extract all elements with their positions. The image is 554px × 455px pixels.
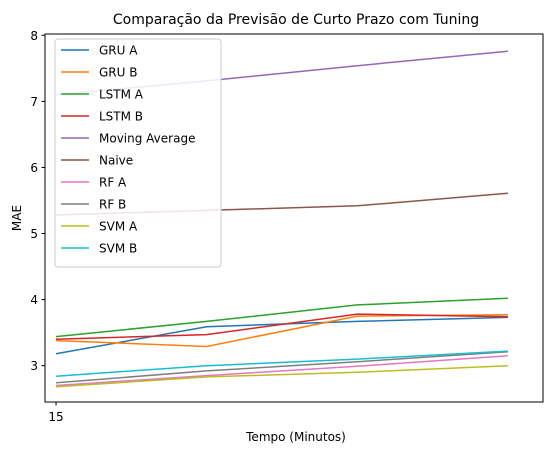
- y-tick-label: 4: [30, 293, 38, 307]
- series-line-6: [55, 355, 508, 387]
- series-line-3: [55, 313, 508, 340]
- x-tick-label: 15: [48, 410, 63, 424]
- series-line-0: [55, 316, 508, 355]
- legend-item-label: LSTM A: [99, 88, 144, 102]
- x-axis: 15: [48, 402, 64, 424]
- legend-item-label: GRU A: [99, 44, 138, 58]
- y-tick-label: 5: [30, 227, 38, 241]
- legend-item-label: Moving Average: [99, 132, 195, 146]
- legend-item-label: Naive: [99, 154, 133, 168]
- y-tick-label: 3: [30, 359, 38, 373]
- legend-item-label: GRU B: [99, 66, 137, 80]
- y-axis: 3 4 5 6 7 8: [30, 29, 45, 373]
- x-axis-label: Tempo (Minutos): [245, 430, 346, 444]
- series-line-8: [55, 364, 508, 388]
- legend-item-label: LSTM B: [99, 110, 143, 124]
- legend-item-label: RF A: [99, 176, 127, 190]
- y-tick-label: 6: [30, 161, 38, 175]
- series-line-2: [55, 297, 508, 338]
- axes-frame: [44, 33, 544, 403]
- legend-item-label: SVM A: [99, 220, 138, 234]
- y-axis-label: MAE: [10, 205, 24, 231]
- y-tick-label: 8: [30, 29, 38, 43]
- y-tick-label: 7: [30, 95, 38, 109]
- legend-item-label: RF B: [99, 198, 126, 212]
- legend: GRU A GRU B LSTM A LSTM B Moving Average Naiv…: [54, 38, 222, 268]
- series-line-7: [55, 351, 508, 384]
- legend-item-label: SVM B: [99, 242, 137, 256]
- chart-title: Comparação da Previsão de Curto Prazo co…: [113, 12, 479, 28]
- series-line-9: [55, 350, 508, 377]
- legend-box: [54, 38, 222, 268]
